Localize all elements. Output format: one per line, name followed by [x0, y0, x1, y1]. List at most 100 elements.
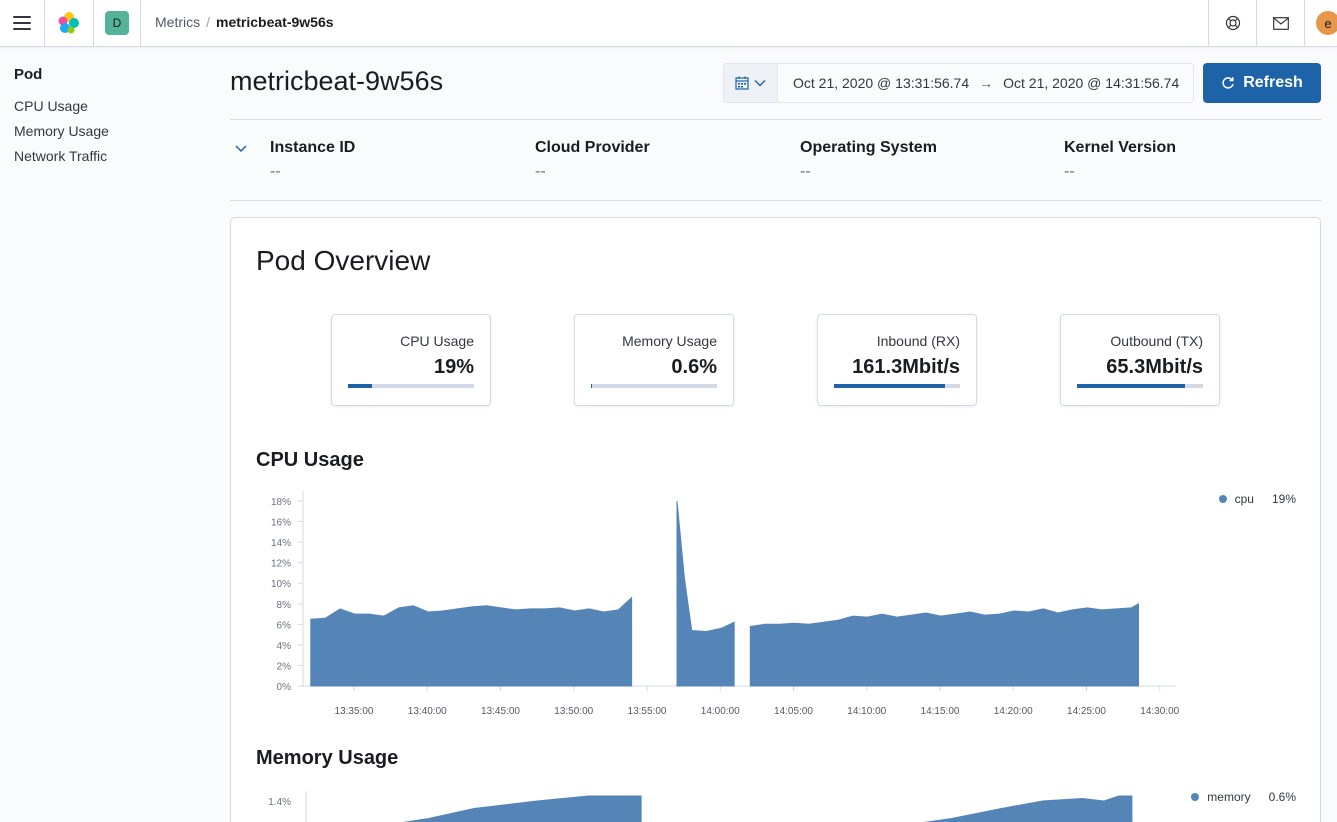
user-menu[interactable]: [1304, 0, 1337, 46]
kpi-value: 0.6%: [671, 356, 717, 378]
kpi-memory: Memory Usage 0.6%: [574, 314, 734, 406]
y-tick-label: 18%: [271, 497, 291, 508]
sidenav-item-cpu[interactable]: CPU Usage: [14, 98, 88, 114]
meta-label: Instance ID: [270, 139, 356, 156]
side-navigation: Pod CPU Usage Memory Usage Network Traff…: [14, 66, 109, 172]
y-tick-label: 1.4%: [268, 797, 291, 808]
x-tick-label: 13:40:00: [408, 706, 447, 717]
kpi-label: Outbound (TX): [1110, 333, 1203, 349]
x-tick-label: 13:50:00: [554, 706, 593, 717]
memory-chart: 1.4%: [268, 791, 1133, 822]
x-tick-label: 14:10:00: [847, 706, 886, 717]
y-tick-label: 2%: [277, 661, 292, 672]
y-tick-label: 8%: [277, 600, 292, 611]
breadcrumb-current: metricbeat-9w56s: [216, 14, 334, 30]
legend-dot: [1191, 793, 1200, 801]
kpi-value: 19%: [433, 356, 474, 378]
kpi-progress: [348, 384, 474, 388]
chevron-down-icon[interactable]: [233, 140, 249, 156]
breadcrumb-metrics[interactable]: Metrics: [155, 14, 201, 30]
meta-label: Operating System: [800, 139, 937, 156]
kpi-label: CPU Usage: [400, 333, 474, 349]
menu-icon: [13, 16, 31, 30]
y-tick-label: 14%: [271, 538, 291, 549]
breadcrumb-separator: /: [206, 14, 211, 30]
x-tick-label: 13:35:00: [335, 706, 374, 717]
help-button[interactable]: [1208, 0, 1256, 46]
top-header: D Metrics / metricbeat-9w56s e: [0, 0, 1337, 47]
x-tick-label: 14:25:00: [1067, 706, 1106, 717]
meta-label: Cloud Provider: [535, 139, 650, 156]
kpi-outbound: Outbound (TX) 65.3Mbit/s: [1060, 314, 1220, 406]
cpu-area-segment: [676, 500, 735, 687]
kpi-progress-fill: [348, 384, 372, 388]
space-avatar: D: [105, 11, 129, 35]
kpi-progress-fill: [1077, 384, 1186, 388]
refresh-label: Refresh: [1243, 74, 1303, 91]
memory-chart-title: Memory Usage: [256, 747, 399, 769]
calendar-icon: [735, 76, 749, 90]
meta-instance-id: Instance ID --: [270, 139, 355, 181]
arrow-right-icon: →: [979, 75, 994, 91]
quick-menu-button[interactable]: [724, 64, 778, 102]
x-tick-label: 14:20:00: [994, 706, 1033, 717]
x-tick-label: 13:45:00: [481, 706, 520, 717]
kpi-label: Inbound (RX): [876, 333, 960, 349]
sidenav-item-memory[interactable]: Memory Usage: [14, 123, 109, 139]
x-tick-label: 14:00:00: [701, 706, 740, 717]
pod-overview-panel: Pod Overview CPU Usage 19% Memory Usage …: [230, 217, 1321, 822]
mail-icon: [1272, 16, 1289, 30]
meta-value: --: [800, 163, 811, 180]
refresh-icon: [1222, 77, 1234, 89]
meta-value: --: [270, 163, 281, 180]
legend-series-value: 19%: [1271, 492, 1296, 506]
legend-series-value: 0.6%: [1268, 790, 1296, 804]
cpu-chart: 0% 2% 4% 6% 8% 10% 12% 14% 16% 18% 13:35:00 13:40:0…: [271, 491, 1180, 717]
help-icon: [1225, 15, 1240, 31]
memory-area-segment: [923, 795, 1133, 822]
news-button[interactable]: [1256, 0, 1304, 46]
legend-dot: [1218, 495, 1227, 503]
kpi-value: 161.3Mbit/s: [852, 356, 960, 378]
chevron-down-icon: [754, 80, 766, 87]
date-picker: Oct 21, 2020 @ 13:31:56.74 → Oct 21, 202…: [723, 63, 1194, 103]
start-date[interactable]: Oct 21, 2020 @ 13:31:56.74: [793, 75, 970, 91]
kpi-inbound: Inbound (RX) 161.3Mbit/s: [817, 314, 977, 406]
cpu-area-segment: [310, 596, 633, 687]
kpi-progress: [1077, 384, 1203, 388]
y-tick-label: 6%: [277, 620, 292, 631]
x-tick-label: 14:30:00: [1140, 706, 1179, 717]
kpi-progress-fill: [834, 384, 945, 388]
legend-series-name: cpu: [1234, 492, 1254, 506]
kpi-progress: [591, 384, 717, 388]
y-tick-label: 4%: [277, 641, 292, 652]
panel-title: Pod Overview: [256, 245, 431, 276]
memory-legend[interactable]: memory 0.6%: [1191, 790, 1296, 804]
page-title: metricbeat-9w56s: [230, 66, 444, 96]
space-selector[interactable]: D: [94, 0, 141, 46]
refresh-button[interactable]: Refresh: [1203, 63, 1321, 103]
meta-cloud-provider: Cloud Provider --: [535, 139, 650, 181]
legend-series-name: memory: [1207, 790, 1251, 804]
meta-value: --: [1064, 163, 1075, 180]
kpi-value: 65.3Mbit/s: [1106, 356, 1203, 378]
x-tick-label: 13:55:00: [628, 706, 667, 717]
user-avatar[interactable]: e: [1316, 11, 1337, 35]
meta-operating-system: Operating System --: [800, 139, 937, 181]
kpi-cpu: CPU Usage 19%: [331, 314, 491, 406]
end-date[interactable]: Oct 21, 2020 @ 14:31:56.74: [1003, 75, 1180, 91]
cpu-chart-title: CPU Usage: [256, 449, 364, 471]
cpu-legend[interactable]: cpu 19%: [1218, 492, 1296, 506]
sidenav-item-network[interactable]: Network Traffic: [14, 148, 108, 164]
home-button[interactable]: [45, 0, 94, 46]
y-tick-label: 0%: [277, 682, 292, 693]
y-tick-label: 16%: [271, 518, 291, 529]
menu-button[interactable]: [0, 0, 45, 46]
kpi-label: Memory Usage: [622, 333, 717, 349]
sidenav-title: Pod: [14, 66, 43, 83]
meta-label: Kernel Version: [1064, 139, 1177, 156]
elastic-logo-icon: [58, 12, 79, 34]
metadata-bar: Instance ID -- Cloud Provider -- Operati…: [230, 119, 1321, 201]
cpu-area-segment: [749, 602, 1140, 687]
meta-kernel-version: Kernel Version --: [1064, 139, 1176, 181]
